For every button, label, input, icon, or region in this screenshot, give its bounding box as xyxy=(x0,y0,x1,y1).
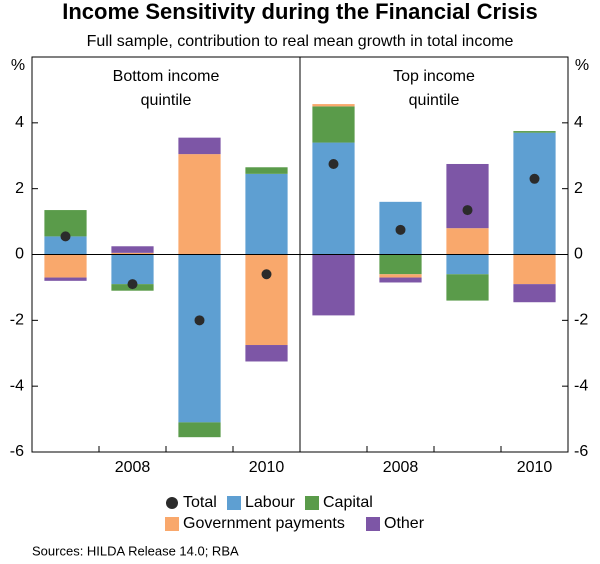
chart-title: Income Sensitivity during the Financial … xyxy=(62,0,538,24)
bar-segment xyxy=(178,254,221,423)
y-tick-label-right: -6 xyxy=(574,443,588,460)
legend-marker xyxy=(366,517,380,531)
chart-subtitle: Full sample, contribution to real mean g… xyxy=(87,33,514,50)
legend-label: Other xyxy=(384,515,425,532)
panel-title: Top income xyxy=(393,68,475,85)
y-tick-label: -6 xyxy=(10,443,24,460)
bar-segment xyxy=(178,137,221,155)
total-dot xyxy=(328,158,339,169)
x-tick-label: 2010 xyxy=(517,459,553,476)
y-tick-label: -2 xyxy=(10,312,24,329)
bar-segment xyxy=(312,104,355,107)
x-tick-label: 2008 xyxy=(383,459,419,476)
bar-segment xyxy=(379,277,422,283)
bar-segment xyxy=(446,274,489,301)
total-dot xyxy=(261,269,272,280)
bar-segment xyxy=(513,254,556,285)
legend-marker xyxy=(166,497,178,509)
bar-segment xyxy=(245,254,288,346)
bar-segment xyxy=(446,228,489,255)
legend-label: Labour xyxy=(245,494,295,511)
bar-segment xyxy=(513,284,556,303)
bar-segment xyxy=(245,167,288,174)
y-tick-label-right: -2 xyxy=(574,312,588,329)
y-tick-label-right: 2 xyxy=(574,180,583,197)
bar-segment xyxy=(111,246,154,253)
bar-segment xyxy=(44,277,87,281)
legend-marker xyxy=(227,496,241,510)
bar-segment xyxy=(245,345,288,362)
total-dot xyxy=(127,279,138,290)
bar-segment xyxy=(245,173,288,255)
bar-segment xyxy=(513,131,556,133)
total-dot xyxy=(462,205,473,216)
y-tick-label: -4 xyxy=(10,377,24,394)
panel-title: Bottom income xyxy=(113,68,220,85)
legend-label: Capital xyxy=(323,494,373,511)
panel-title: quintile xyxy=(141,92,192,109)
y-unit-right: % xyxy=(575,57,589,74)
source-note: Sources: HILDA Release 14.0; RBA xyxy=(32,543,239,558)
bar-segment xyxy=(44,236,87,255)
y-tick-label-right: 4 xyxy=(574,114,583,131)
total-dot xyxy=(395,224,406,235)
legend-marker xyxy=(165,517,179,531)
bar-segment xyxy=(111,252,154,255)
legend-marker xyxy=(305,496,319,510)
bar-segment xyxy=(44,254,87,278)
legend-label: Government payments xyxy=(183,515,345,532)
bar-segment xyxy=(446,254,489,275)
bar-segment xyxy=(312,106,355,143)
bar-segment xyxy=(379,274,422,278)
x-tick-label: 2010 xyxy=(249,459,285,476)
total-dot xyxy=(60,231,71,242)
bar-segment xyxy=(446,163,489,229)
bar-segment xyxy=(513,132,556,255)
bar-segment xyxy=(178,422,221,438)
y-tick-label: 4 xyxy=(15,114,24,131)
x-tick-label: 2008 xyxy=(115,459,151,476)
y-tick-label-right: -4 xyxy=(574,377,588,394)
panel-title: quintile xyxy=(409,92,460,109)
bar-segment xyxy=(312,254,355,316)
y-tick-label: 2 xyxy=(15,180,24,197)
total-dot xyxy=(529,173,540,184)
legend-label: Total xyxy=(183,494,217,511)
y-tick-label: 0 xyxy=(15,246,24,263)
y-unit-left: % xyxy=(11,57,25,74)
bar-segment xyxy=(178,154,221,255)
y-tick-label-right: 0 xyxy=(574,246,583,263)
total-dot xyxy=(194,315,205,326)
bar-segment xyxy=(379,254,422,275)
